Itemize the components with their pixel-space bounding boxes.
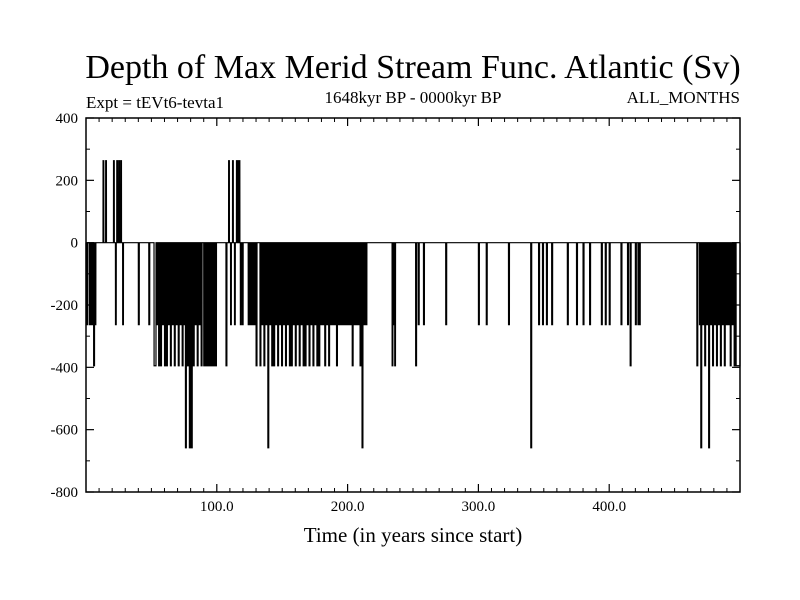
plot-frame — [85, 117, 741, 493]
y-axis-ticks: 400 200 0 -200 -400 -600 -800 — [51, 111, 740, 501]
x-tick-label: 100.0 — [200, 499, 234, 515]
y-tick-label: -600 — [51, 423, 79, 439]
y-tick-label: -200 — [51, 298, 79, 314]
x-tick-label: 400.0 — [592, 499, 626, 515]
experiment-label: Expt = tEVt6-tevta1 — [86, 93, 224, 112]
x-tick-label: 200.0 — [331, 499, 365, 515]
period-label: 1648kyr BP - 0000kyr BP — [325, 88, 502, 107]
y-tick-label: 400 — [56, 111, 79, 127]
series-line — [85, 160, 741, 449]
chart-title: Depth of Max Merid Stream Func. Atlantic… — [85, 49, 740, 86]
months-label: ALL_MONTHS — [627, 88, 740, 107]
x-tick-label: 300.0 — [462, 499, 496, 515]
y-tick-label: 0 — [71, 236, 79, 252]
y-tick-label: 200 — [56, 173, 79, 189]
x-axis-label: Time (in years since start) — [304, 523, 523, 547]
y-tick-label: -400 — [51, 360, 79, 376]
y-tick-label: -800 — [51, 485, 79, 501]
